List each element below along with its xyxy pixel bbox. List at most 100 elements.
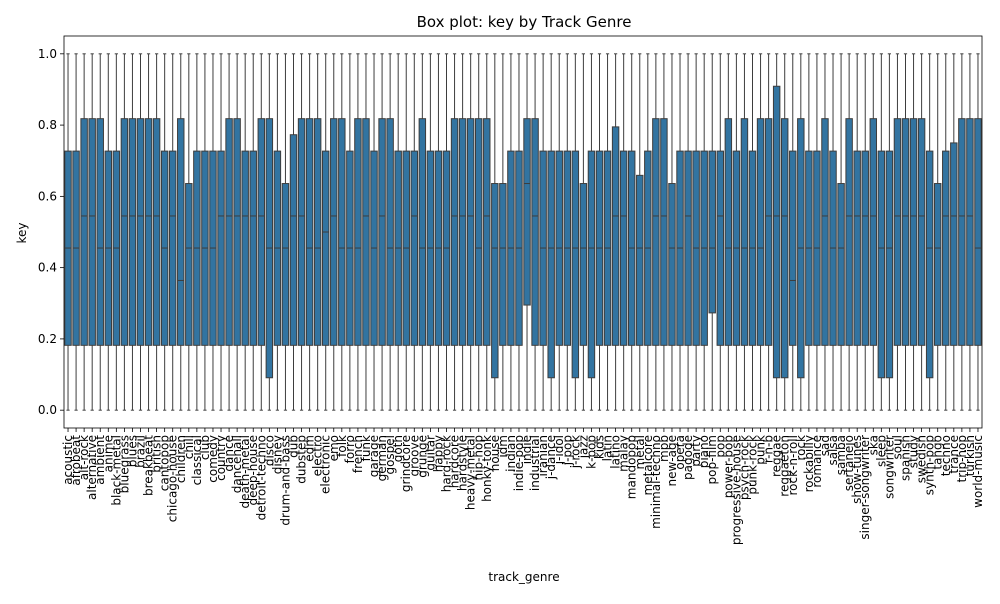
box-iqr [756, 118, 765, 346]
box-mpb [660, 53, 668, 411]
box-comedy [209, 53, 217, 411]
box-romance [813, 53, 821, 411]
box-iqr [418, 118, 427, 346]
box-iqr [297, 118, 306, 346]
x-tick-label: spanish [899, 435, 913, 481]
box-iqr [249, 150, 257, 346]
x-tick-label: detroit-techno [254, 435, 268, 520]
x-tick-label: idm [496, 435, 510, 458]
box-honky-tonk [483, 53, 491, 411]
box-metalcore [644, 53, 652, 411]
chart-title: Box plot: key by Track Genre [417, 13, 632, 31]
x-tick-label: comedy [206, 435, 220, 483]
box-brazil [136, 53, 145, 411]
x-tick-label: reggaeton [778, 435, 792, 497]
x-tick-label: acoustic [61, 435, 75, 485]
box-iqr [877, 150, 886, 379]
x-tick-label: chicago-house [166, 435, 180, 522]
y-tick-label: 1.0 [38, 47, 57, 61]
box-malay [619, 53, 628, 411]
box-synth-pop [925, 53, 934, 411]
box-iqr [491, 183, 499, 379]
box-power-pop [724, 53, 733, 411]
box-british [152, 53, 161, 411]
x-tick-label: rock [794, 435, 808, 461]
x-tick-label: indian [504, 435, 518, 472]
box-new-age [668, 53, 676, 411]
box-turkish [966, 53, 974, 411]
box-opera [676, 53, 684, 411]
x-tick-label: indie [520, 435, 534, 464]
x-tick-label: j-rock [568, 435, 582, 469]
x-tick-label: funk [359, 435, 373, 461]
box-disney [273, 53, 282, 411]
box-pop [716, 53, 725, 411]
box-iqr [305, 118, 314, 346]
box-iqr [410, 150, 419, 346]
x-tick-label: pop [713, 435, 727, 458]
x-tick-label: mandopop [625, 435, 639, 499]
x-tick-label: party [689, 435, 703, 467]
x-tick-label: metal [633, 435, 647, 469]
x-tick-label: psych-rock [737, 435, 751, 500]
x-tick-label: dub [287, 435, 301, 458]
box-ska [869, 53, 878, 411]
box-sertanejo [845, 53, 853, 411]
x-tick-label: new-age [665, 435, 679, 487]
box-ambient [96, 53, 104, 411]
box-songwriter [885, 53, 894, 411]
box-iqr [152, 118, 161, 346]
box-iqr [909, 118, 918, 346]
box-iqr [950, 142, 958, 346]
y-tick-label: 0.2 [38, 332, 57, 346]
box-trance [950, 53, 958, 411]
x-tick-label: drum-and-bass [278, 435, 292, 526]
box-iqr [724, 118, 733, 346]
box-hip-hop [474, 53, 483, 411]
x-tick-label: songwriter [882, 435, 896, 499]
x-tick-label: trance [947, 435, 961, 474]
y-tick-label: 0.0 [38, 403, 57, 417]
box-iqr [185, 183, 193, 346]
box-cantopop [160, 53, 169, 411]
box-pop-film [708, 53, 716, 411]
box-iqr [901, 118, 910, 346]
box-jazz [579, 53, 588, 411]
box-iqr [499, 183, 507, 346]
box-dancehall [233, 53, 241, 411]
box-rock [797, 53, 805, 411]
x-tick-label: goth [391, 435, 405, 462]
box-iqr [933, 183, 942, 346]
x-tick-label: salsa [826, 435, 840, 466]
x-tick-label: minimal-techno [649, 435, 663, 529]
box-samba [837, 53, 845, 411]
box-iqr [780, 118, 789, 379]
box-swedish [917, 53, 926, 411]
box-iqr [531, 118, 539, 346]
box-hard-rock [442, 53, 451, 411]
x-tick-label: sertanejo [842, 435, 856, 491]
box-iqr [821, 118, 829, 346]
x-tick-label: j-dance [544, 435, 558, 480]
box-iqr [869, 118, 878, 346]
box-drum-and-bass [281, 53, 290, 411]
box-iqr [668, 183, 676, 346]
box-chicago-house [168, 53, 177, 411]
x-tick-label: turkish [963, 435, 977, 476]
x-tick-label: electronic [319, 435, 333, 494]
x-tick-label: world-music [971, 435, 985, 508]
box-dubstep [297, 53, 306, 411]
box-sleep [877, 53, 886, 411]
box-iqr [354, 118, 362, 346]
box-happy [434, 53, 443, 411]
box-iqr [217, 150, 225, 346]
x-tick-label: grindcore [399, 435, 413, 492]
x-tick-label: iranian [536, 435, 550, 477]
box-iqr [338, 118, 346, 346]
box-alternative [88, 53, 96, 411]
box-iqr [684, 150, 692, 346]
x-tick-label: ska [866, 435, 880, 455]
box-iqr [636, 174, 644, 346]
x-tick-label: indie-pop [512, 435, 526, 491]
x-tick-label: k-pop [584, 435, 598, 469]
